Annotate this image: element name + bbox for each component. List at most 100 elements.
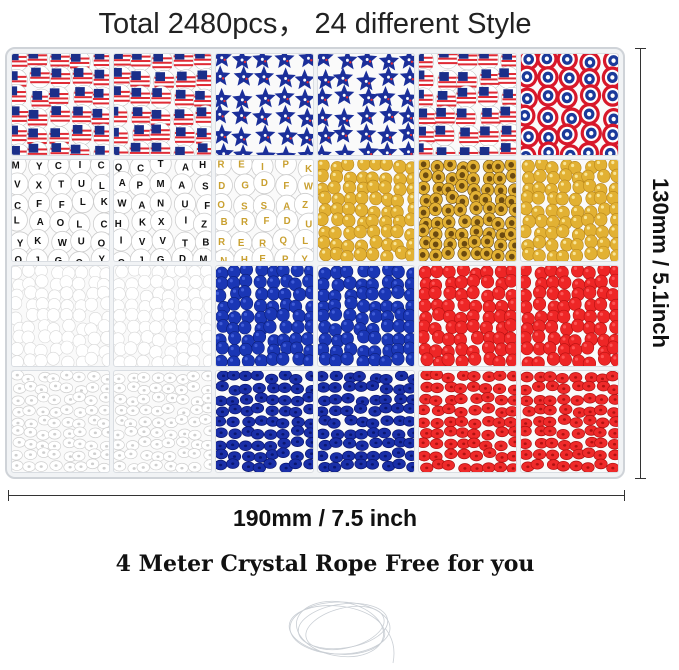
bead <box>481 430 496 441</box>
bead <box>47 86 70 109</box>
bead <box>341 213 355 228</box>
bead <box>251 340 265 355</box>
bead <box>397 140 415 155</box>
bead <box>598 351 612 366</box>
bead-compartment-round <box>112 264 212 368</box>
bead <box>113 429 125 441</box>
bead <box>238 273 252 288</box>
bead <box>521 201 533 215</box>
bead <box>531 355 545 367</box>
bead <box>190 396 204 408</box>
bead <box>532 234 547 249</box>
bead <box>137 265 152 278</box>
svg-text:W: W <box>117 198 127 209</box>
bead <box>556 224 570 238</box>
bead <box>304 448 313 460</box>
bead <box>609 249 618 261</box>
bead <box>292 286 306 301</box>
svg-text:K: K <box>139 217 147 228</box>
bead <box>543 405 557 416</box>
svg-text:C: C <box>55 160 62 171</box>
bead <box>329 371 343 382</box>
bead <box>138 416 152 428</box>
bead <box>491 216 505 231</box>
bead <box>578 102 600 126</box>
svg-text:Y: Y <box>99 254 106 260</box>
bead <box>469 201 484 215</box>
bead <box>72 451 86 462</box>
bead <box>543 426 557 437</box>
bead <box>148 344 163 359</box>
bead <box>49 407 63 418</box>
svg-text:I: I <box>261 162 264 173</box>
width-dimension-line <box>8 495 624 496</box>
bead-compartment-round <box>520 264 619 368</box>
bead <box>477 84 500 108</box>
bead <box>253 65 274 86</box>
bead <box>610 168 618 183</box>
bead <box>521 104 536 127</box>
bead <box>498 104 517 128</box>
svg-text:C: C <box>118 258 125 261</box>
bead <box>537 66 559 89</box>
bead <box>380 237 394 252</box>
bead <box>558 66 581 90</box>
bead <box>189 274 203 289</box>
bead <box>187 462 202 472</box>
bead <box>163 319 177 334</box>
bead <box>602 123 618 146</box>
bead <box>161 275 175 290</box>
bead <box>402 319 415 334</box>
bead <box>84 351 98 366</box>
bead <box>556 86 578 109</box>
bead <box>317 190 331 205</box>
bead <box>341 201 355 216</box>
bead <box>127 265 141 276</box>
bead <box>470 393 484 405</box>
bead <box>481 234 495 249</box>
bead <box>72 391 86 403</box>
bead <box>23 449 38 461</box>
bead <box>165 330 179 345</box>
bead <box>278 371 292 381</box>
bead <box>365 286 379 301</box>
bead <box>201 393 211 404</box>
bead <box>215 340 229 355</box>
bead <box>399 66 415 87</box>
bead <box>557 394 571 405</box>
bead <box>340 318 354 333</box>
bead <box>300 331 313 346</box>
bead <box>467 437 481 449</box>
bead <box>379 159 393 171</box>
bead <box>342 180 356 195</box>
bead <box>505 249 517 261</box>
product-title: Total 2480pcs， 24 different Style <box>98 8 532 40</box>
bead <box>150 274 164 288</box>
bead <box>533 168 547 183</box>
bead <box>288 407 302 418</box>
bead <box>201 402 211 414</box>
bead <box>203 449 211 461</box>
bead <box>161 354 176 367</box>
bead <box>101 352 109 367</box>
bead <box>506 168 517 183</box>
bead <box>608 428 618 439</box>
bead <box>253 274 267 289</box>
bead <box>38 328 52 343</box>
bead <box>377 427 391 439</box>
bead <box>203 425 211 437</box>
bead <box>230 126 252 147</box>
bead <box>479 67 502 90</box>
bead <box>378 374 393 385</box>
bead <box>606 340 618 354</box>
bead <box>96 418 109 430</box>
svg-text:C: C <box>100 219 107 230</box>
bead <box>606 371 618 382</box>
bead <box>533 449 547 460</box>
bead <box>92 123 109 147</box>
bead <box>583 178 597 193</box>
bead <box>367 330 381 345</box>
bead <box>431 216 445 231</box>
bead <box>12 437 26 448</box>
bead: G <box>149 247 172 261</box>
